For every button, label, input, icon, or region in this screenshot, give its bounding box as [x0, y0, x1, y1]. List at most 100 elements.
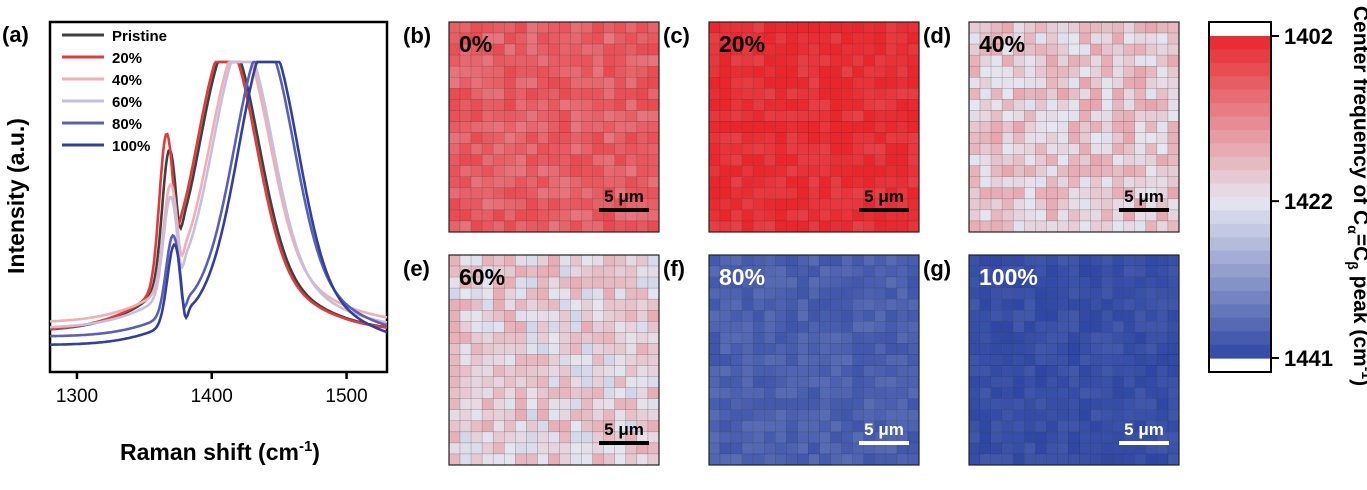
map-cell — [775, 409, 787, 422]
map-cell — [885, 354, 898, 366]
map-cell — [614, 165, 627, 177]
map-cell — [504, 321, 516, 333]
map-cell — [708, 198, 721, 211]
map-cell — [708, 420, 721, 433]
map-cell — [636, 154, 649, 166]
map-cell — [1134, 54, 1147, 67]
map-cell — [874, 376, 887, 388]
map-cell — [526, 43, 538, 56]
map-cell — [504, 21, 516, 34]
map-cell — [481, 310, 494, 322]
map-cell — [625, 77, 638, 89]
map-cell — [1035, 354, 1047, 366]
map-4: (f) 80%5 μm — [663, 254, 920, 466]
map-cell — [1057, 143, 1069, 155]
map-cell — [559, 176, 571, 189]
map-cell — [797, 121, 809, 133]
map-cell — [830, 121, 842, 133]
map-cell — [548, 398, 560, 410]
map-cell — [819, 110, 831, 122]
map-cell — [515, 43, 527, 56]
map-cell — [1123, 321, 1136, 333]
map-cell — [1112, 332, 1124, 344]
map-cell — [1145, 265, 1158, 278]
map-cell — [797, 54, 809, 67]
map-cell — [526, 420, 538, 433]
map-cell — [885, 132, 898, 144]
map-cell — [625, 21, 638, 34]
map-cell — [515, 209, 527, 222]
map-cell — [636, 321, 649, 333]
map-cell — [537, 220, 549, 233]
map-cell — [1123, 287, 1136, 300]
map-cell — [625, 88, 638, 100]
map-cell — [764, 310, 776, 322]
map-cell — [1090, 398, 1102, 410]
map-cell — [459, 387, 472, 399]
map-cell — [741, 77, 754, 89]
map-cell — [1024, 354, 1036, 366]
map-cell — [1090, 376, 1102, 388]
map-cell — [459, 143, 472, 155]
map-cell — [841, 310, 853, 322]
map-cell — [819, 409, 831, 422]
map-cell — [1001, 209, 1014, 222]
map-cell — [647, 21, 660, 34]
map-cell — [1134, 32, 1147, 45]
map-cell — [592, 65, 604, 78]
map-cell — [979, 88, 992, 100]
map-cell — [1035, 21, 1047, 34]
map-cell — [1057, 420, 1069, 433]
map-cell — [797, 409, 809, 422]
map-cell — [581, 121, 593, 133]
map-cell — [968, 387, 981, 399]
map-cell — [1101, 99, 1113, 111]
map-cell — [1079, 442, 1091, 455]
map-cell — [581, 310, 593, 322]
colorbar-step-4 — [1210, 89, 1270, 104]
map-cell — [1090, 453, 1102, 466]
map-cell — [1101, 77, 1113, 89]
map-cell — [1123, 276, 1136, 289]
map-cell — [708, 453, 721, 466]
map-cell — [896, 276, 909, 289]
map-cell — [537, 431, 549, 444]
map-cell — [819, 276, 831, 289]
map-cell — [1001, 409, 1014, 422]
map-cell — [1101, 187, 1113, 200]
map-cell — [852, 254, 864, 267]
map-cell — [1046, 398, 1058, 410]
map-cell — [548, 254, 560, 267]
map-cell — [1057, 99, 1069, 111]
map-cell — [775, 376, 787, 388]
map-cell — [1079, 88, 1091, 100]
map-cell — [1112, 276, 1124, 289]
map-cell — [592, 32, 604, 45]
map-cell — [492, 132, 505, 144]
map-cell — [1068, 276, 1080, 289]
map-cell — [570, 187, 582, 200]
map-cell — [1167, 287, 1180, 300]
map-cell — [1112, 321, 1124, 333]
map-cell — [581, 431, 593, 444]
map-cell — [968, 298, 981, 311]
map-cell — [741, 343, 754, 355]
map-cell — [808, 321, 820, 333]
map-cell — [1057, 287, 1069, 300]
map-cell — [1057, 88, 1069, 100]
map-panel-label-1: (c) — [663, 23, 690, 48]
map-cell — [708, 132, 721, 144]
map-cell — [1001, 88, 1014, 100]
map-cell — [548, 43, 560, 56]
map-cell — [548, 32, 560, 45]
map-cell — [504, 265, 516, 278]
map-cell — [1123, 332, 1136, 344]
map-cell — [492, 453, 505, 466]
map-cell — [1068, 21, 1080, 34]
map-cell — [719, 332, 732, 344]
map-cell — [559, 77, 571, 89]
map-cell — [537, 54, 549, 67]
colorbar-step-16 — [1210, 250, 1270, 265]
map-cell — [830, 132, 842, 144]
map-cell — [504, 187, 516, 200]
